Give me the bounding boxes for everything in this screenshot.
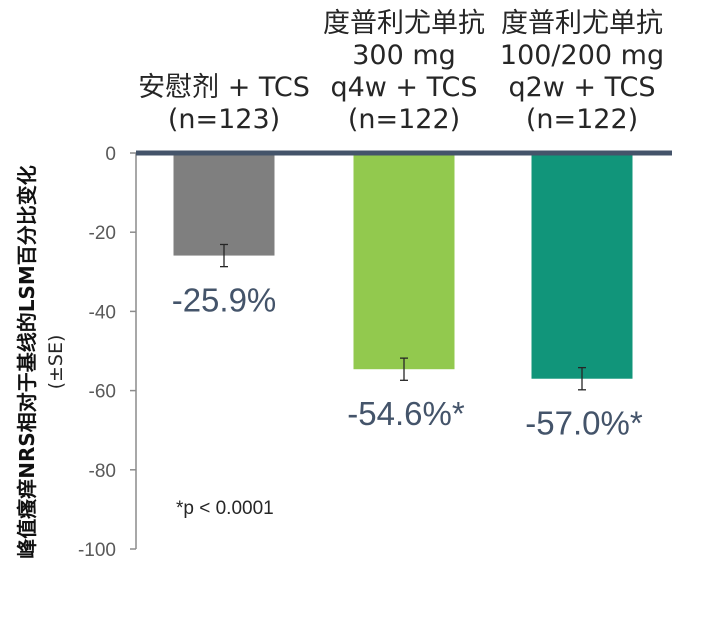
category-label: 度普利尤单抗: [501, 8, 663, 39]
y-axis-subtitle: (±SE): [45, 335, 67, 390]
y-tick-label: -40: [89, 302, 116, 323]
category-label: (n=122): [526, 104, 638, 135]
category-label: (n=123): [168, 104, 280, 135]
y-axis-title: 峰值瘙痒NRS相对于基线的LSM百分比变化: [15, 165, 39, 559]
data-label: -25.9%: [172, 282, 277, 319]
data-labels: -25.9% -54.6%* -57.0%*: [172, 282, 643, 442]
bars: [136, 150, 672, 391]
category-label: 安慰剂 + TCS: [138, 72, 310, 103]
footnote: *p < 0.0001: [176, 498, 274, 519]
data-label: -54.6%*: [347, 395, 465, 432]
category-label: 300 mg: [352, 40, 456, 71]
bar: [353, 153, 455, 370]
y-tick-label: -20: [89, 223, 116, 244]
bar: [531, 153, 633, 379]
y-tick-label: 0: [105, 144, 116, 165]
category-label: q4w + TCS: [330, 72, 477, 103]
category-label: q2w + TCS: [508, 72, 655, 103]
category-label: 100/200 mg: [500, 40, 664, 71]
y-tick-label: -60: [89, 382, 116, 403]
y-tick-label: -80: [89, 461, 116, 482]
category-label: 度普利尤单抗: [323, 8, 485, 39]
y-axis: 0 -20 -40 -60 -80 -100: [78, 144, 137, 561]
category-label: (n=122): [348, 104, 460, 135]
y-tick-label: -100: [78, 540, 116, 561]
bar: [173, 153, 275, 256]
data-label: -57.0%*: [525, 405, 643, 442]
